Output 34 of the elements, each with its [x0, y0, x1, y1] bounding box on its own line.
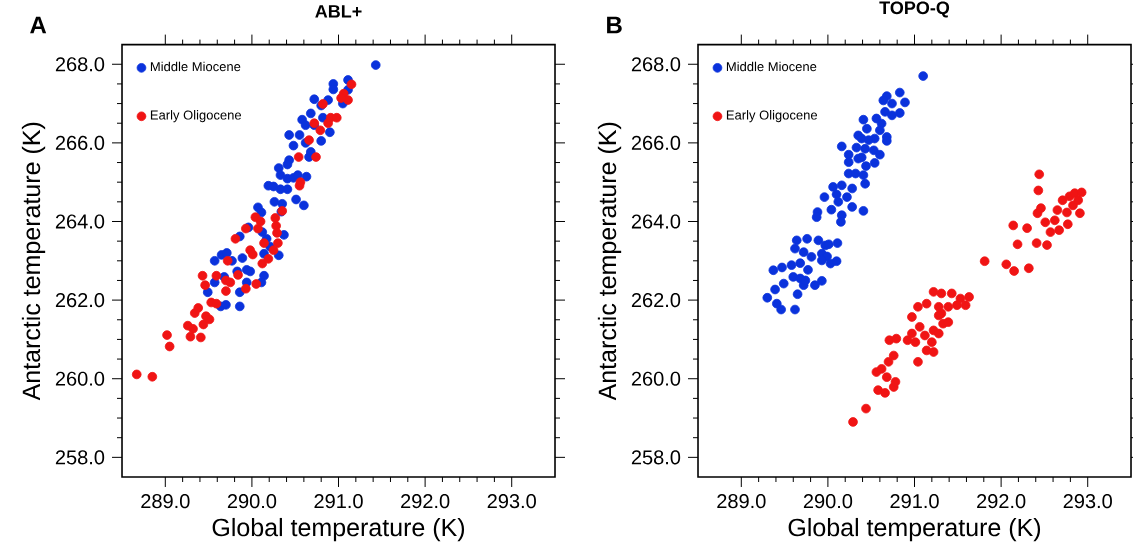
x-tick-label: 292.0	[977, 494, 1026, 509]
y-tick-label: 258.0	[55, 450, 105, 465]
text: A	[30, 16, 47, 34]
y-tick-label: 264.0	[55, 214, 105, 229]
y-tick-label: 260.0	[631, 371, 681, 386]
legend-label: Middle Miocene	[150, 61, 241, 72]
y-tick-label: 262.0	[631, 293, 681, 308]
y-tick-label: 268.0	[55, 57, 105, 72]
legend-label: Early Oligocene	[726, 110, 818, 123]
x-axis-title: Global temperature (K)	[788, 517, 1041, 542]
y-tick-label: 262.0	[55, 293, 105, 308]
x-tick-label: 290.0	[227, 494, 277, 509]
y-tick-label: 264.0	[631, 214, 681, 229]
chart-title: TOPO-Q	[879, 1, 950, 18]
x-tick-label: 290.0	[803, 494, 853, 509]
y-axis-title: Antarctic temperature (K)	[597, 122, 622, 401]
x-tick-label: 289.0	[141, 494, 190, 509]
legend-label: Early Oligocene	[150, 110, 242, 123]
x-tick-label: 293.0	[1063, 494, 1112, 509]
chart-title: ABL+	[315, 5, 362, 18]
x-tick-label: 291.0	[890, 494, 939, 509]
y-tick-label: 268.0	[631, 57, 681, 72]
x-axis-title: Global temperature (K)	[212, 517, 465, 542]
x-tick-label: 289.0	[717, 494, 766, 509]
y-tick-label: 266.0	[55, 135, 105, 150]
x-tick-label: 291.0	[314, 494, 363, 509]
legend-label: Middle Miocene	[726, 61, 817, 72]
y-axis-title: Antarctic temperature (K)	[21, 122, 46, 401]
x-tick-label: 293.0	[487, 494, 536, 509]
y-tick-label: 258.0	[631, 450, 681, 465]
text: B	[607, 16, 622, 34]
y-tick-label: 260.0	[55, 371, 105, 386]
x-tick-label: 292.0	[401, 494, 450, 509]
y-tick-label: 266.0	[631, 135, 681, 150]
